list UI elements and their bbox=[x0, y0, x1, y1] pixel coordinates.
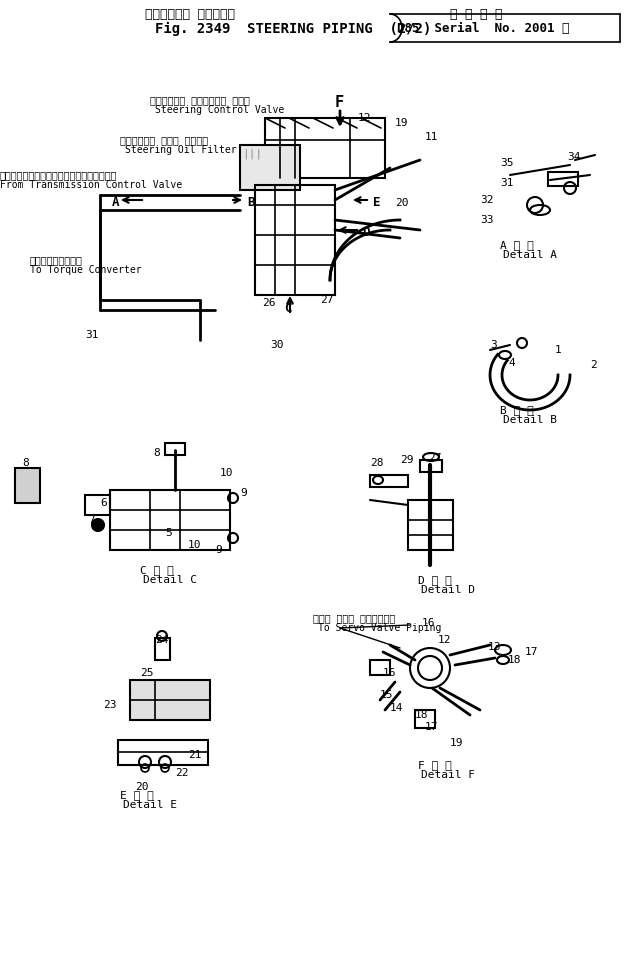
Text: Steering Control Valve: Steering Control Valve bbox=[155, 105, 284, 115]
Bar bbox=[118, 740, 208, 765]
Text: 4: 4 bbox=[508, 358, 515, 368]
Text: 18: 18 bbox=[508, 655, 521, 665]
Text: Detail D: Detail D bbox=[421, 585, 475, 595]
Text: From Transmission Control Valve: From Transmission Control Valve bbox=[0, 180, 182, 190]
Text: 2: 2 bbox=[590, 360, 597, 370]
Text: 24: 24 bbox=[155, 635, 168, 645]
Text: F 詳 細: F 詳 細 bbox=[418, 760, 452, 770]
Bar bbox=[265, 118, 385, 178]
Bar bbox=[408, 500, 453, 550]
Text: 19: 19 bbox=[450, 738, 463, 748]
Text: E 詳 細: E 詳 細 bbox=[120, 790, 154, 800]
Bar bbox=[255, 185, 335, 295]
Bar bbox=[548, 172, 578, 186]
Text: 27: 27 bbox=[428, 453, 441, 463]
Text: 26: 26 bbox=[262, 298, 276, 308]
Text: 20: 20 bbox=[395, 198, 408, 208]
Text: 15: 15 bbox=[380, 690, 394, 700]
Text: 33: 33 bbox=[480, 215, 494, 225]
Text: 32: 32 bbox=[480, 195, 494, 205]
Text: 9: 9 bbox=[240, 488, 247, 498]
Text: 34: 34 bbox=[567, 152, 580, 162]
Text: Detail F: Detail F bbox=[421, 770, 475, 780]
Bar bbox=[165, 443, 185, 455]
Text: 11: 11 bbox=[425, 132, 438, 142]
Bar bbox=[110, 490, 230, 550]
Text: 8: 8 bbox=[153, 448, 160, 458]
Bar bbox=[370, 475, 408, 487]
Text: D 詳 細: D 詳 細 bbox=[418, 575, 452, 585]
Text: 13: 13 bbox=[488, 642, 502, 652]
Text: 31: 31 bbox=[85, 330, 99, 340]
Text: Detail E: Detail E bbox=[123, 800, 177, 810]
Text: E: E bbox=[373, 196, 381, 209]
Text: 16: 16 bbox=[383, 668, 396, 678]
Text: 6: 6 bbox=[100, 498, 107, 508]
Bar bbox=[130, 680, 210, 720]
Text: 19: 19 bbox=[395, 118, 408, 128]
Bar bbox=[240, 145, 300, 190]
Bar bbox=[15, 468, 40, 503]
Bar bbox=[370, 660, 390, 675]
Circle shape bbox=[92, 519, 104, 531]
Text: ステアリング コントロール バルブ: ステアリング コントロール バルブ bbox=[150, 95, 250, 105]
Text: 14: 14 bbox=[390, 703, 404, 713]
Text: 5: 5 bbox=[165, 528, 171, 538]
Text: Detail B: Detail B bbox=[503, 415, 557, 425]
Text: 21: 21 bbox=[188, 750, 202, 760]
Text: 29: 29 bbox=[400, 455, 413, 465]
Text: F: F bbox=[335, 95, 344, 110]
Text: 3: 3 bbox=[490, 340, 497, 350]
Text: 27: 27 bbox=[320, 295, 333, 305]
Text: B 詳 細: B 詳 細 bbox=[500, 405, 534, 415]
Text: 30: 30 bbox=[270, 340, 283, 350]
Text: トルクコンバータヘ: トルクコンバータヘ bbox=[30, 255, 83, 265]
Text: |||: ||| bbox=[242, 148, 263, 158]
Text: B: B bbox=[247, 196, 254, 209]
Bar bbox=[415, 710, 435, 728]
Text: A 詳 細: A 詳 細 bbox=[500, 240, 534, 250]
Text: C 詳 細: C 詳 細 bbox=[140, 565, 174, 575]
Text: 17: 17 bbox=[525, 647, 538, 657]
Text: ステアリング パイピング: ステアリング パイピング bbox=[145, 8, 235, 21]
Text: 22: 22 bbox=[175, 768, 188, 778]
Text: 28: 28 bbox=[370, 458, 384, 468]
Text: Fig. 2349  STEERING PIPING  (2/2): Fig. 2349 STEERING PIPING (2/2) bbox=[155, 22, 431, 36]
Text: 16: 16 bbox=[422, 618, 435, 628]
Text: 10: 10 bbox=[188, 540, 202, 550]
Text: サーボ バルブ パイピングへ: サーボ バルブ パイピングへ bbox=[313, 613, 395, 623]
Text: 31: 31 bbox=[500, 178, 514, 188]
Text: 25: 25 bbox=[140, 668, 153, 678]
Text: 12: 12 bbox=[438, 635, 452, 645]
Text: 8: 8 bbox=[22, 458, 29, 468]
Text: Steering Oil Filter: Steering Oil Filter bbox=[125, 145, 237, 155]
Text: D85  Serial  No. 2001 ～: D85 Serial No. 2001 ～ bbox=[397, 22, 570, 35]
Text: To Servo Valve Piping: To Servo Valve Piping bbox=[318, 623, 441, 633]
Text: D: D bbox=[362, 226, 369, 239]
Text: To Torque Converter: To Torque Converter bbox=[30, 265, 142, 275]
Text: A: A bbox=[112, 196, 119, 209]
Bar bbox=[420, 460, 442, 472]
Text: 23: 23 bbox=[103, 700, 117, 710]
Text: 35: 35 bbox=[500, 158, 514, 168]
Text: 12: 12 bbox=[358, 113, 372, 123]
Bar bbox=[85, 495, 110, 515]
Text: 10: 10 bbox=[220, 468, 234, 478]
Text: 7: 7 bbox=[88, 515, 95, 525]
Text: 9: 9 bbox=[215, 545, 222, 555]
Text: Detail C: Detail C bbox=[143, 575, 197, 585]
Text: ステアリング オイル フィルタ: ステアリング オイル フィルタ bbox=[120, 135, 208, 145]
Text: Detail A: Detail A bbox=[503, 250, 557, 260]
Text: 1: 1 bbox=[555, 345, 562, 355]
Text: 20: 20 bbox=[135, 782, 148, 792]
Text: トランスミッションコントロールバルブから: トランスミッションコントロールバルブから bbox=[0, 170, 117, 180]
Text: 適 用 号 機: 適 用 号 機 bbox=[450, 8, 502, 21]
Bar bbox=[155, 638, 170, 660]
Text: C: C bbox=[284, 302, 291, 315]
Text: 17: 17 bbox=[425, 722, 438, 732]
Text: 18: 18 bbox=[415, 710, 428, 720]
